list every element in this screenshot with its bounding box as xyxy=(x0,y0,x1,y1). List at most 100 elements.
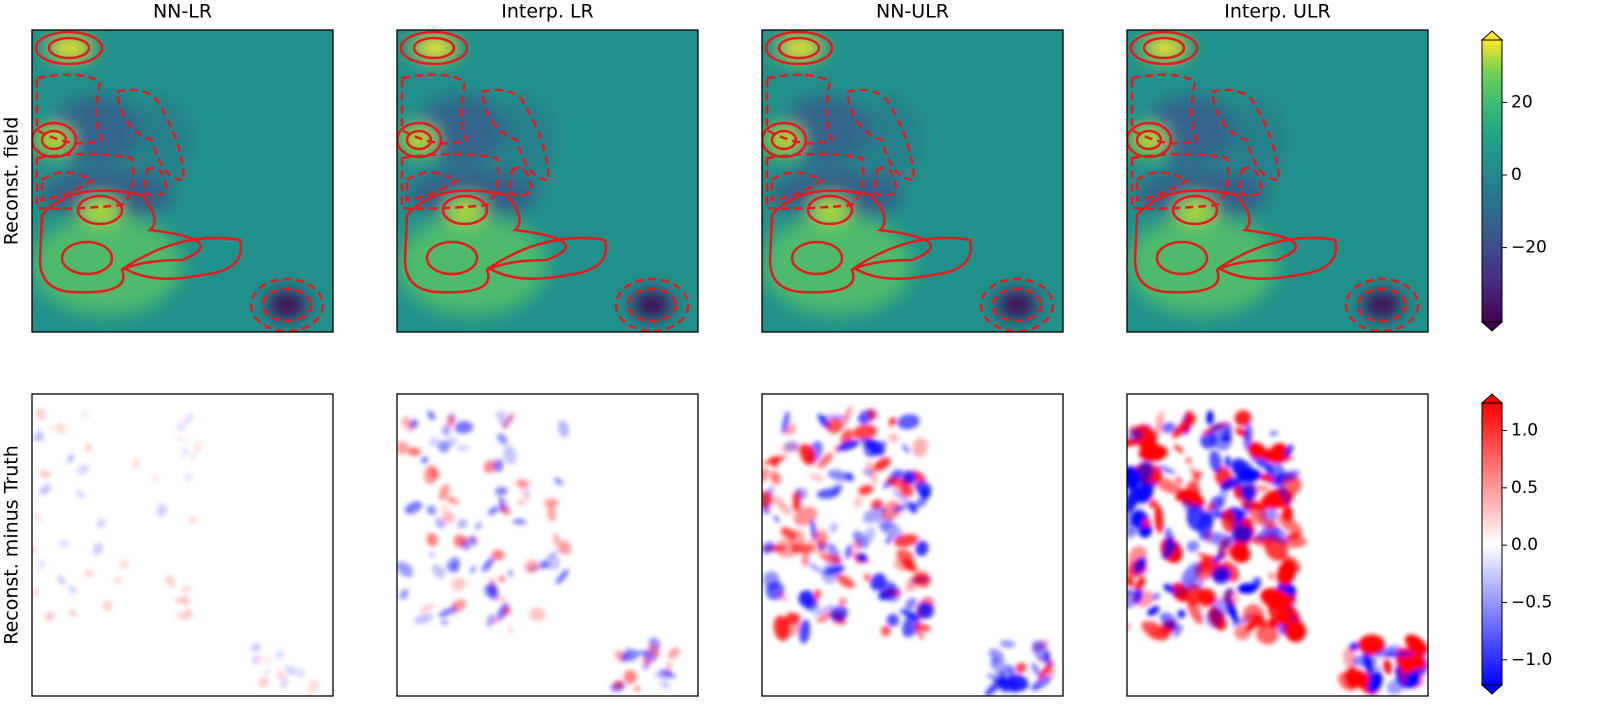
colorbar-tick-label: −20 xyxy=(1511,238,1547,258)
colorbar-tick-label: 1.0 xyxy=(1511,421,1538,441)
error-panel xyxy=(32,394,333,696)
error-blob xyxy=(792,492,801,512)
error-blob xyxy=(177,423,186,431)
error-panel xyxy=(397,394,698,696)
error-blob xyxy=(915,628,925,640)
error-blob xyxy=(777,591,788,603)
error-blob xyxy=(193,441,202,454)
error-blob xyxy=(150,474,159,482)
error-blob xyxy=(32,513,42,522)
error-blob xyxy=(253,655,267,660)
field-panel xyxy=(762,30,1063,332)
error-blob xyxy=(870,573,887,591)
error-blob xyxy=(426,505,437,516)
field-image xyxy=(32,30,333,332)
error-blob xyxy=(39,484,52,495)
error-blob xyxy=(852,424,878,440)
error-blob xyxy=(474,521,483,530)
error-blob xyxy=(1147,605,1160,616)
error-blob xyxy=(558,540,572,555)
error-blob xyxy=(814,589,820,598)
error-blob xyxy=(1269,431,1279,436)
error-blob xyxy=(262,657,275,664)
error-blob xyxy=(516,479,530,488)
error-blob xyxy=(182,598,191,607)
error-blob xyxy=(1139,482,1157,489)
error-blob xyxy=(506,413,515,423)
error-blob xyxy=(1248,442,1265,459)
error-blob xyxy=(453,497,460,506)
error-panel xyxy=(1127,394,1428,696)
error-blob xyxy=(414,612,434,625)
error-blob xyxy=(82,411,89,419)
error-blob xyxy=(1128,428,1143,442)
panel-frame xyxy=(396,393,699,697)
error-blob xyxy=(1031,640,1047,652)
error-blob xyxy=(49,425,56,432)
error-blob xyxy=(409,419,419,429)
error-blob xyxy=(1205,502,1216,512)
error-blob xyxy=(165,575,176,588)
error-blob xyxy=(431,564,446,579)
error-blob xyxy=(557,420,570,438)
error-blob xyxy=(546,548,562,561)
error-blob xyxy=(1218,537,1231,560)
error-blob xyxy=(180,447,189,457)
error-blob xyxy=(814,528,829,546)
error-blob xyxy=(854,496,862,508)
error-blob xyxy=(901,443,911,454)
error-blobs xyxy=(32,408,320,695)
error-blob xyxy=(659,679,671,690)
error-blob xyxy=(762,541,775,554)
error-blob xyxy=(435,517,446,529)
error-blob xyxy=(902,470,917,485)
error-blob xyxy=(1187,578,1205,590)
error-blob xyxy=(428,550,436,558)
column-title: Interp. LR xyxy=(501,1,594,23)
error-blob xyxy=(1220,476,1243,491)
error-blob xyxy=(68,585,77,594)
error-blob xyxy=(1229,543,1251,563)
error-blob xyxy=(1161,542,1177,560)
error-blob xyxy=(1265,519,1277,530)
error-blobs xyxy=(1127,410,1428,695)
colorbar-tick-label: −1.0 xyxy=(1511,650,1552,670)
error-blob xyxy=(57,574,66,586)
row-label: Reconst. field xyxy=(1,117,23,246)
error-blob xyxy=(553,532,560,547)
error-blob xyxy=(897,414,920,430)
error-blob xyxy=(799,444,816,466)
error-blob xyxy=(1154,477,1182,495)
error-blob xyxy=(916,602,934,619)
error-blob xyxy=(912,437,928,458)
error-blob xyxy=(85,443,92,452)
error-blob xyxy=(862,506,887,524)
error-panel xyxy=(762,394,1063,696)
error-blob xyxy=(1211,566,1231,584)
error-blob xyxy=(495,410,507,421)
error-blob xyxy=(1278,610,1290,622)
error-blob xyxy=(1030,675,1052,691)
colorbar-extend-bottom xyxy=(1480,684,1504,695)
panel-frame xyxy=(31,29,334,333)
error-blob xyxy=(852,530,869,549)
error-blob xyxy=(453,534,466,548)
error-blob xyxy=(1171,415,1197,438)
column-title: Interp. ULR xyxy=(1224,1,1330,23)
error-blob xyxy=(900,486,914,497)
panel-frame xyxy=(1126,393,1429,697)
error-blob xyxy=(1199,597,1213,609)
error-blob xyxy=(888,416,895,429)
error-blob xyxy=(1135,460,1153,485)
error-blob xyxy=(440,505,450,515)
error-blob xyxy=(1277,513,1303,536)
error-blob xyxy=(1399,660,1406,685)
error-blob xyxy=(524,559,539,573)
error-blob xyxy=(1133,557,1147,574)
error-blob xyxy=(1255,623,1279,645)
error-blob xyxy=(175,435,188,442)
error-blob xyxy=(1358,634,1385,655)
error-blob xyxy=(1234,487,1249,509)
colorbar-tick-label: 0.0 xyxy=(1511,535,1538,555)
error-blob xyxy=(826,418,843,434)
